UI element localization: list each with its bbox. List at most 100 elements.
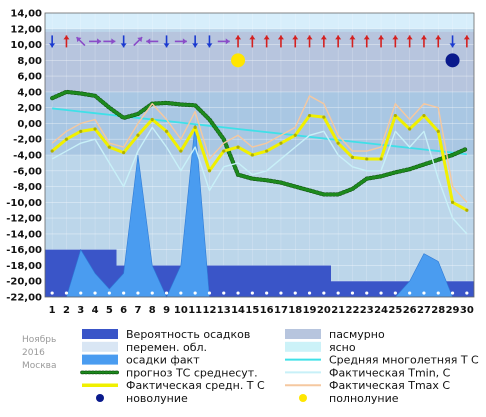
wind-arrow-head — [97, 38, 102, 45]
bottom-marker — [93, 291, 97, 295]
series-line-3 — [51, 95, 468, 203]
mean-temp-point — [307, 113, 312, 118]
y-tick-label: 0,00 — [17, 119, 42, 130]
mean-temp-point — [236, 145, 240, 149]
legend-swatch — [96, 394, 104, 402]
mean-temp-point — [422, 113, 426, 118]
y-tick-label: 12,00 — [10, 24, 42, 35]
mean-temp-point — [293, 133, 297, 137]
bottom-marker — [265, 291, 269, 295]
y-tick-label: 8,00 — [17, 56, 42, 67]
mean-temp-point — [107, 145, 111, 149]
wind-arrow-head — [378, 35, 385, 40]
caption-line: Ноябрь — [22, 335, 56, 345]
y-tick-label: -10,00 — [6, 198, 42, 209]
y-tick-label: 14,00 — [10, 9, 42, 20]
wind-arrow-head — [320, 35, 327, 40]
legend-label: Средняя многолетняя Т С — [329, 354, 479, 367]
x-tick-label: 15 — [245, 305, 259, 316]
bottom-marker — [150, 291, 154, 295]
legend-label: прогноз ТС среднесут. — [126, 366, 258, 379]
x-tick-label: 16 — [260, 305, 274, 316]
wind-arrow-head — [63, 35, 70, 40]
bottom-marker — [236, 291, 240, 295]
y-tick-label: -22,00 — [6, 293, 42, 304]
legend-label: Фактическая Tmin, С — [329, 366, 451, 379]
bottom-marker — [422, 291, 426, 295]
top-weather-strip — [45, 13, 474, 29]
plot-frame — [44, 12, 475, 298]
mean-temp-point — [79, 129, 83, 133]
mean-temp-point — [122, 151, 126, 155]
legend-label: ясно — [329, 341, 356, 354]
x-tick-label: 21 — [331, 305, 345, 316]
mean-temp-point — [193, 125, 197, 129]
mean-temp-point — [465, 208, 469, 212]
x-tick-label: 12 — [202, 305, 216, 316]
y-tick-label: 6,00 — [17, 72, 42, 83]
x-tick-label: 5 — [106, 305, 113, 316]
wind-arrow-head — [192, 43, 199, 48]
x-tick-label: 4 — [92, 305, 99, 316]
x-tick-label: 20 — [317, 305, 331, 316]
bottom-marker — [64, 291, 69, 295]
wind-arrow-head — [349, 35, 356, 40]
legend-swatch — [285, 341, 321, 352]
mean-temp-point — [365, 157, 369, 161]
y-tick-label: -2,00 — [13, 135, 42, 146]
x-tick-label: 14 — [231, 305, 245, 316]
bottom-marker — [336, 291, 340, 295]
x-tick-label: 7 — [134, 305, 141, 316]
mean-temp-point — [179, 149, 183, 153]
x-tick-label: 22 — [345, 305, 359, 316]
bottom-marker — [193, 291, 197, 295]
bottom-marker — [450, 291, 455, 295]
wind-arrow-head — [206, 43, 213, 48]
x-tick-label: 28 — [431, 305, 445, 316]
legend-swatch — [82, 341, 118, 352]
x-tick-label: 8 — [149, 305, 156, 316]
bottom-marker — [350, 291, 355, 295]
x-tick-label: 10 — [174, 305, 188, 316]
legend-label: полнолуние — [329, 392, 399, 405]
wind-arrow-head — [420, 35, 427, 40]
wind-arrow-head — [76, 37, 82, 43]
y-tick-label: 4,00 — [17, 87, 42, 98]
y-tick-label: -14,00 — [6, 229, 42, 240]
bottom-marker — [107, 291, 111, 295]
wind-arrow-head — [306, 35, 313, 40]
wind-arrow-head — [335, 35, 342, 40]
wind-arrow-head — [292, 35, 299, 40]
wind-arrow-head — [146, 38, 151, 45]
x-tick-label: 9 — [163, 305, 170, 316]
mean-temp-point — [93, 127, 97, 131]
legend-label: Вероятность осадков — [126, 328, 250, 341]
x-tick-label: 27 — [417, 305, 431, 316]
x-tick-label: 25 — [388, 305, 402, 316]
mean-temp-point — [136, 133, 140, 137]
bottom-marker — [50, 291, 54, 295]
legend-swatch — [299, 394, 307, 402]
mean-temp-point — [379, 157, 383, 161]
y-tick-label: 2,00 — [17, 103, 42, 114]
mean-temp-point — [322, 115, 326, 119]
legend-label: Фактическая Tmax С — [329, 379, 450, 392]
mean-temp-point — [164, 129, 169, 133]
bottom-marker — [250, 291, 254, 295]
y-tick-label: 10,00 — [10, 40, 42, 51]
legend-label: перемен. обл. — [126, 341, 207, 354]
wind-arrow-head — [435, 35, 442, 40]
bottom-marker — [136, 291, 140, 295]
x-tick-label: 24 — [374, 305, 388, 316]
wind-arrow-head — [263, 35, 270, 40]
legend-label: Фактическая средн. Т С — [126, 379, 265, 392]
mean-temp-point — [450, 200, 455, 204]
mean-temp-point — [408, 127, 412, 131]
wind-arrow-head — [49, 43, 56, 48]
y-tick-label: -16,00 — [6, 245, 42, 256]
legend-label: новолуние — [126, 392, 188, 405]
wind-arrow-head — [392, 35, 399, 40]
x-tick-label: 1 — [49, 305, 56, 316]
x-tick-label: 13 — [217, 305, 231, 316]
mean-temp-point — [336, 141, 340, 145]
